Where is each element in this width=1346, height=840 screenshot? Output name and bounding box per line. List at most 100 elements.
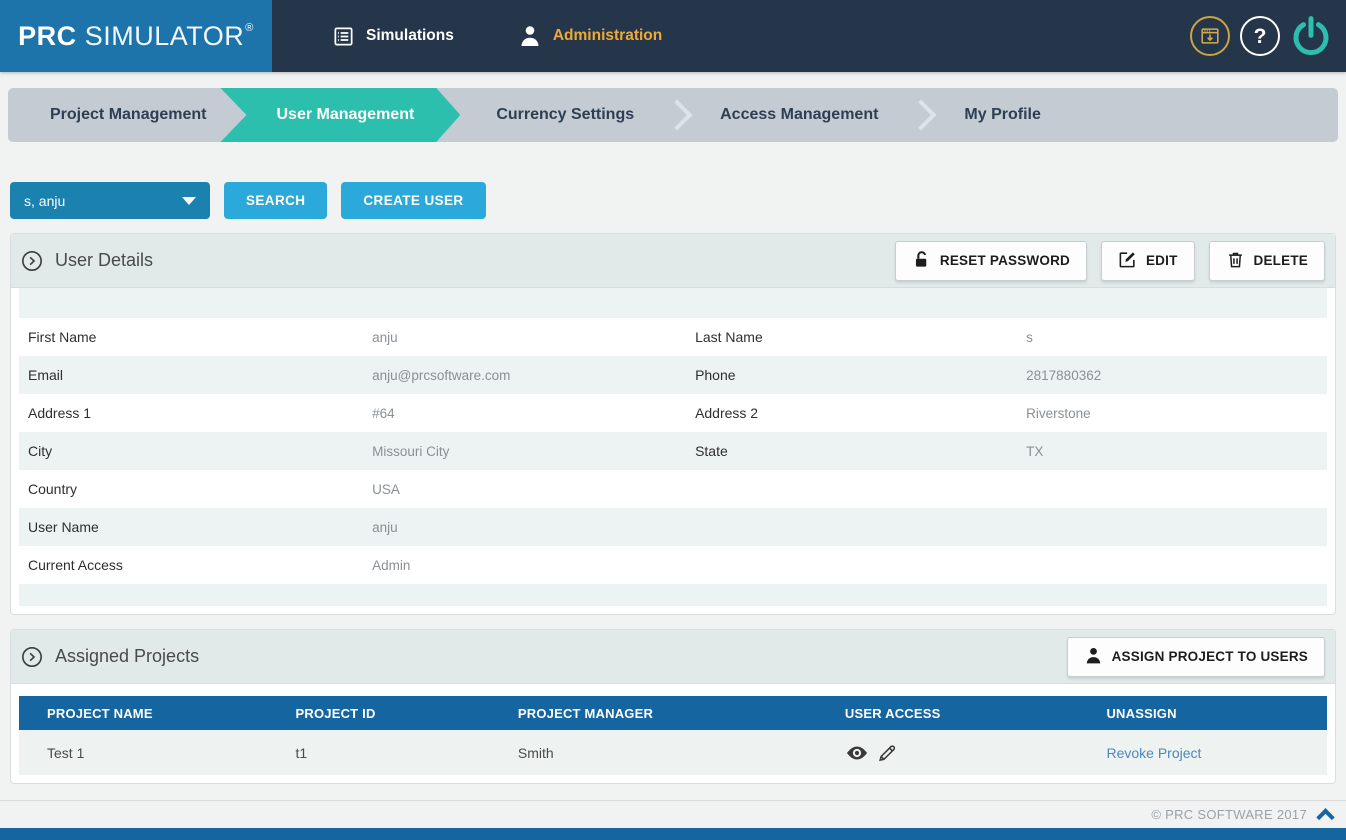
field-value: TX bbox=[1026, 443, 1044, 459]
assigned-projects-title: Assigned Projects bbox=[55, 646, 200, 666]
trash-icon bbox=[1226, 250, 1245, 272]
user-toolbar: s, anju SEARCH CREATE USER bbox=[10, 182, 1336, 219]
detail-row-country: Country USA bbox=[19, 470, 1327, 508]
registered-mark: ® bbox=[245, 21, 254, 34]
delete-label: DELETE bbox=[1253, 253, 1308, 268]
field-label: State bbox=[695, 443, 728, 459]
question-mark-glyph: ? bbox=[1253, 24, 1267, 48]
field-value: 2817880362 bbox=[1026, 367, 1102, 383]
spacer-row bbox=[19, 584, 1327, 606]
cell-project-name: Test 1 bbox=[47, 744, 85, 761]
field-value: Admin bbox=[372, 557, 411, 573]
field-value: #64 bbox=[372, 405, 395, 421]
field-label: Email bbox=[28, 367, 64, 383]
assign-project-button[interactable]: ASSIGN PROJECT TO USERS bbox=[1066, 636, 1325, 677]
assign-project-label: ASSIGN PROJECT TO USERS bbox=[1111, 649, 1308, 664]
tab-currency-settings[interactable]: Currency Settings bbox=[496, 106, 635, 123]
field-label: User Name bbox=[28, 519, 99, 535]
field-label: Phone bbox=[695, 367, 736, 383]
field-value: s bbox=[1026, 329, 1033, 345]
spacer-row bbox=[19, 288, 1327, 318]
edit-icon bbox=[1118, 250, 1137, 272]
field-label: Country bbox=[28, 481, 78, 497]
field-value: USA bbox=[372, 481, 400, 497]
window-download-icon[interactable] bbox=[1190, 16, 1230, 56]
nav-item-administration[interactable]: Administration bbox=[486, 0, 694, 72]
unlock-icon bbox=[912, 250, 931, 272]
column-header-project-manager[interactable]: PROJECT MANAGER bbox=[517, 705, 654, 721]
field-label: Address 2 bbox=[695, 405, 759, 421]
detail-row-city-state: City Missouri City State TX bbox=[19, 432, 1327, 470]
user-select[interactable]: s, anju bbox=[10, 182, 210, 219]
collapse-toggle-icon[interactable] bbox=[21, 646, 43, 668]
field-value: anju bbox=[372, 329, 398, 345]
tab-project-management[interactable]: Project Management bbox=[50, 106, 207, 123]
user-details-actions: RESET PASSWORD EDIT bbox=[894, 240, 1325, 281]
navbar-actions: ? bbox=[1190, 0, 1346, 72]
field-value: Riverstone bbox=[1026, 405, 1091, 421]
footer: © PRC SOFTWARE 2017 bbox=[0, 800, 1346, 828]
field-label: First Name bbox=[28, 329, 97, 345]
detail-row-contact: Email anju@prcsoftware.com Phone 2817880… bbox=[19, 356, 1327, 394]
table-row: Test 1 t1 Smith bbox=[19, 730, 1327, 775]
edit-label: EDIT bbox=[1145, 253, 1178, 268]
revoke-project-link[interactable]: Revoke Project bbox=[1106, 744, 1202, 761]
cell-project-manager: Smith bbox=[517, 744, 554, 761]
tab-my-profile[interactable]: My Profile bbox=[964, 106, 1041, 123]
assigned-projects-actions: ASSIGN PROJECT TO USERS bbox=[1066, 636, 1325, 677]
column-header-project-id[interactable]: PROJECT ID bbox=[295, 705, 376, 721]
cell-user-access bbox=[817, 741, 1079, 765]
nav-label-simulations: Simulations bbox=[366, 27, 454, 44]
detail-row-access: Current Access Admin bbox=[19, 546, 1327, 584]
top-navbar: PRC SIMULATOR® Simulations Administra bbox=[0, 0, 1346, 72]
user-details-title: User Details bbox=[55, 250, 154, 270]
app-logo-text: PRC SIMULATOR® bbox=[18, 21, 254, 52]
nav-item-simulations[interactable]: Simulations bbox=[300, 0, 486, 72]
list-icon bbox=[332, 25, 355, 48]
cell-unassign: Revoke Project bbox=[1078, 745, 1327, 761]
field-value: anju@prcsoftware.com bbox=[372, 367, 511, 383]
field-value: anju bbox=[372, 519, 398, 535]
reset-password-button[interactable]: RESET PASSWORD bbox=[894, 240, 1087, 281]
scroll-to-top-icon[interactable] bbox=[1316, 808, 1335, 827]
detail-row-address: Address 1 #64 Address 2 Riverstone bbox=[19, 394, 1327, 432]
user-details-header: User Details RESET PASSWORD bbox=[11, 234, 1335, 288]
column-header-project-name[interactable]: PROJECT NAME bbox=[47, 705, 153, 721]
field-label: City bbox=[28, 443, 53, 459]
person-icon bbox=[1084, 646, 1103, 668]
power-icon[interactable] bbox=[1290, 15, 1332, 57]
field-label: Last Name bbox=[695, 329, 763, 345]
projects-table-header: PROJECT NAME PROJECT ID PROJECT MANAGER … bbox=[19, 696, 1327, 730]
logo-light: SIMULATOR bbox=[84, 20, 245, 51]
assigned-projects-header: Assigned Projects ASSIGN PROJECT TO USER… bbox=[11, 630, 1335, 684]
assigned-projects-panel: Assigned Projects ASSIGN PROJECT TO USER… bbox=[10, 629, 1336, 784]
bottom-accent-bar bbox=[0, 828, 1346, 840]
user-details-panel: User Details RESET PASSWORD bbox=[10, 233, 1336, 615]
projects-table: PROJECT NAME PROJECT ID PROJECT MANAGER … bbox=[11, 684, 1335, 783]
column-header-unassign[interactable]: UNASSIGN bbox=[1106, 705, 1177, 721]
reset-password-label: RESET PASSWORD bbox=[939, 253, 1070, 268]
edit-access-pencil-icon[interactable] bbox=[876, 742, 898, 764]
help-icon[interactable]: ? bbox=[1240, 16, 1280, 56]
edit-button[interactable]: EDIT bbox=[1100, 240, 1195, 281]
admin-tabbar: Project Management User Management Curre… bbox=[8, 88, 1338, 142]
logo-bold: PRC bbox=[18, 20, 77, 51]
user-select-value: s, anju bbox=[24, 192, 66, 209]
delete-button[interactable]: DELETE bbox=[1208, 240, 1325, 281]
collapse-toggle-icon[interactable] bbox=[21, 250, 43, 272]
cell-project-id: t1 bbox=[295, 744, 308, 761]
field-label: Address 1 bbox=[28, 405, 92, 421]
app-logo[interactable]: PRC SIMULATOR® bbox=[0, 0, 272, 72]
create-user-button[interactable]: CREATE USER bbox=[341, 182, 486, 219]
tab-user-management[interactable]: User Management bbox=[220, 88, 460, 142]
main-nav: Simulations Administration bbox=[300, 0, 694, 72]
tab-access-management[interactable]: Access Management bbox=[720, 106, 879, 123]
field-label: Current Access bbox=[28, 557, 123, 573]
view-access-eye-icon[interactable] bbox=[845, 741, 869, 765]
user-details-body: First Name anju Last Name s Email anju@p… bbox=[11, 288, 1335, 614]
detail-row-name: First Name anju Last Name s bbox=[19, 318, 1327, 356]
search-button[interactable]: SEARCH bbox=[224, 182, 328, 219]
caret-down-icon bbox=[182, 196, 196, 205]
copyright-text: © PRC SOFTWARE 2017 bbox=[1151, 807, 1307, 822]
column-header-user-access[interactable]: USER ACCESS bbox=[844, 705, 941, 721]
